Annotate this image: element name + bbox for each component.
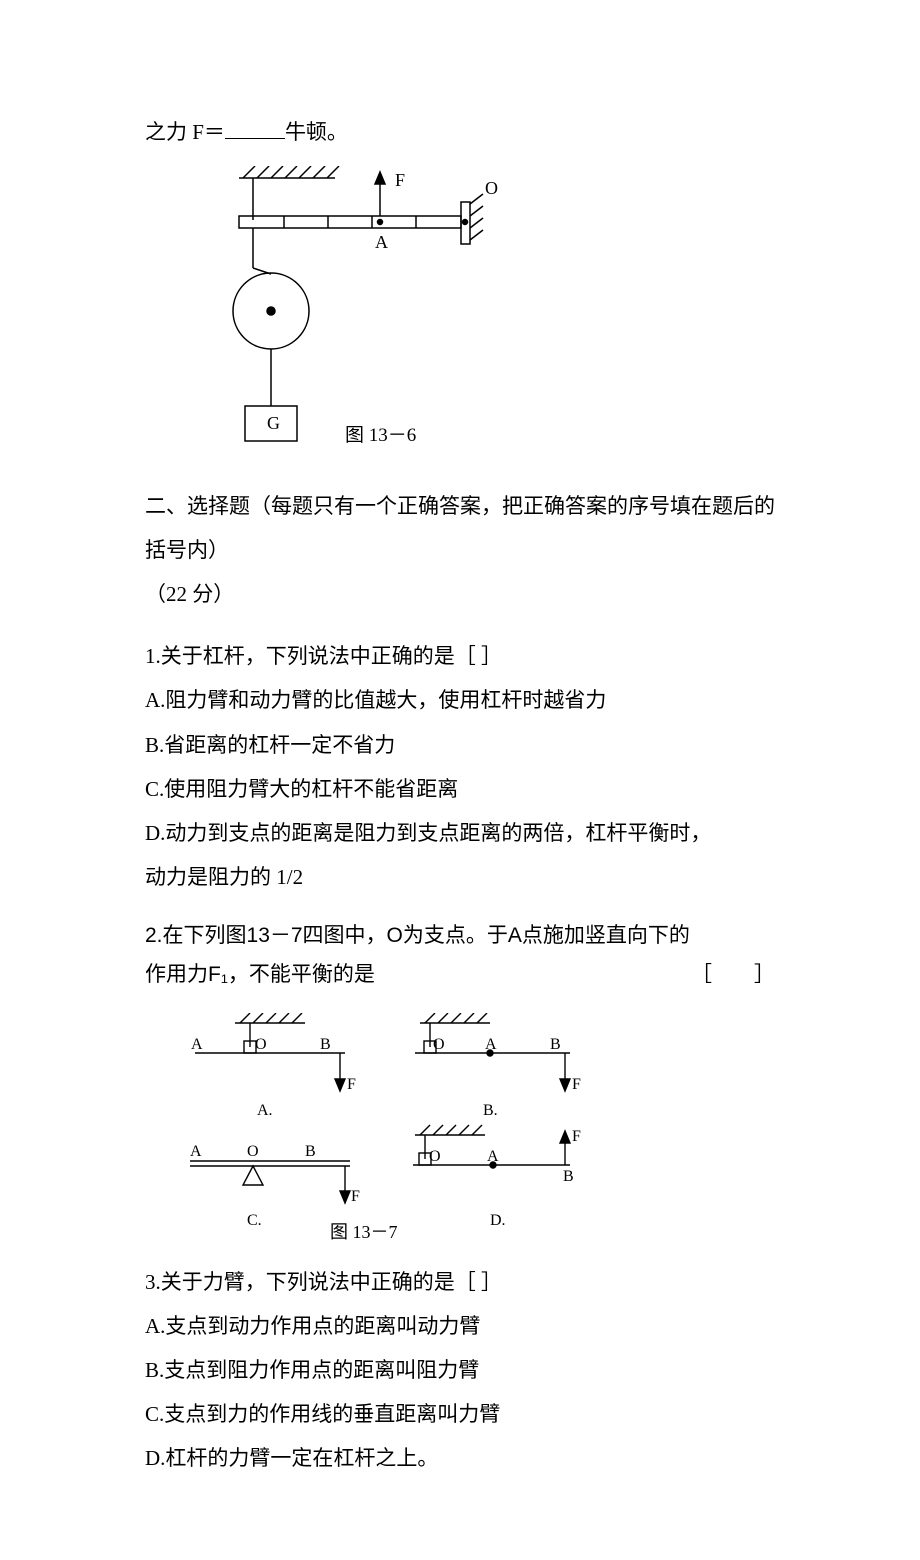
svg-text:O: O — [247, 1143, 259, 1160]
q3-A: A.支点到动力作用点的距离叫动力臂 — [145, 1304, 775, 1348]
svg-text:F: F — [347, 1076, 356, 1093]
q1-stem: 1.关于杠杆，下列说法中正确的是［ ］ — [145, 634, 775, 678]
svg-text:B: B — [320, 1036, 331, 1053]
section2-heading: 二、选择题（每题只有一个正确答案，把正确答案的序号填在题后的括号内） — [145, 484, 775, 572]
svg-text:O: O — [433, 1036, 445, 1053]
svg-text:O: O — [429, 1148, 441, 1165]
svg-text:B: B — [563, 1168, 574, 1185]
svg-text:A: A — [191, 1036, 203, 1053]
figure-13-6-svg: G F O A 图 13－6 — [185, 166, 525, 461]
O-label: O — [485, 178, 498, 198]
q1-D-line1: D.动力到支点的距离是阻力到支点距离的两倍，杠杆平衡时， — [145, 811, 775, 855]
svg-text:A: A — [485, 1036, 497, 1053]
q3-B: B.支点到阻力作用点的距离叫阻力臂 — [145, 1348, 775, 1392]
q2-line2-left: 作用力F₁，不能平衡的是 — [145, 956, 375, 995]
figure-13-6: G F O A 图 13－6 — [185, 166, 775, 466]
svg-text:B.: B. — [483, 1102, 498, 1119]
intro-part2: 牛顿。 — [285, 120, 348, 144]
svg-text:图 13－7: 图 13－7 — [330, 1222, 398, 1242]
q2-line2-right: ［ ］ — [691, 956, 775, 995]
section2-heading-block: 二、选择题（每题只有一个正确答案，把正确答案的序号填在题后的括号内） （22 分… — [145, 484, 775, 616]
svg-text:B: B — [550, 1036, 561, 1053]
blank-fill[interactable] — [225, 138, 285, 139]
question-1: 1.关于杠杆，下列说法中正确的是［ ］ A.阻力臂和动力臂的比值越大，使用杠杆时… — [145, 634, 775, 899]
q1-D-line2: 动力是阻力的 1/2 — [145, 855, 775, 899]
svg-text:A.: A. — [257, 1102, 273, 1119]
svg-text:C.: C. — [247, 1212, 262, 1229]
intro-part1: 之力 F＝ — [145, 120, 225, 144]
figure-13-7: A B O F A. O A — [185, 1013, 775, 1248]
q2-line1: 2.在下列图13－7四图中，O为支点。于A点施加竖直向下的 — [145, 917, 775, 956]
svg-text:F: F — [572, 1128, 581, 1145]
svg-text:A: A — [487, 1148, 499, 1165]
section2-points: （22 分） — [145, 572, 775, 616]
question-3: 3.关于力臂，下列说法中正确的是［ ］ A.支点到动力作用点的距离叫动力臂 B.… — [145, 1260, 775, 1480]
A-label: A — [375, 232, 388, 252]
q3-C: C.支点到力的作用线的垂直距离叫力臂 — [145, 1392, 775, 1436]
svg-text:A: A — [190, 1143, 202, 1160]
q1-B: B.省距离的杠杆一定不省力 — [145, 723, 775, 767]
intro-line: 之力 F＝ 牛顿。 — [145, 110, 775, 154]
figure-13-7-svg: A B O F A. O A — [185, 1013, 605, 1243]
svg-text:B: B — [305, 1143, 316, 1160]
q1-C: C.使用阻力臂大的杠杆不能省距离 — [145, 767, 775, 811]
svg-text:D.: D. — [490, 1212, 506, 1229]
q3-stem: 3.关于力臂，下列说法中正确的是［ ］ — [145, 1260, 775, 1304]
G-label: G — [267, 413, 280, 433]
q1-A: A.阻力臂和动力臂的比值越大，使用杠杆时越省力 — [145, 678, 775, 722]
svg-text:O: O — [255, 1036, 267, 1053]
svg-text:F: F — [572, 1076, 581, 1093]
question-2: 2.在下列图13－7四图中，O为支点。于A点施加竖直向下的 作用力F₁，不能平衡… — [145, 917, 775, 995]
F-label: F — [395, 170, 405, 190]
figure-13-6-caption: 图 13－6 — [345, 425, 416, 446]
svg-text:F: F — [351, 1188, 360, 1205]
q3-D: D.杠杆的力臂一定在杠杆之上。 — [145, 1436, 775, 1480]
